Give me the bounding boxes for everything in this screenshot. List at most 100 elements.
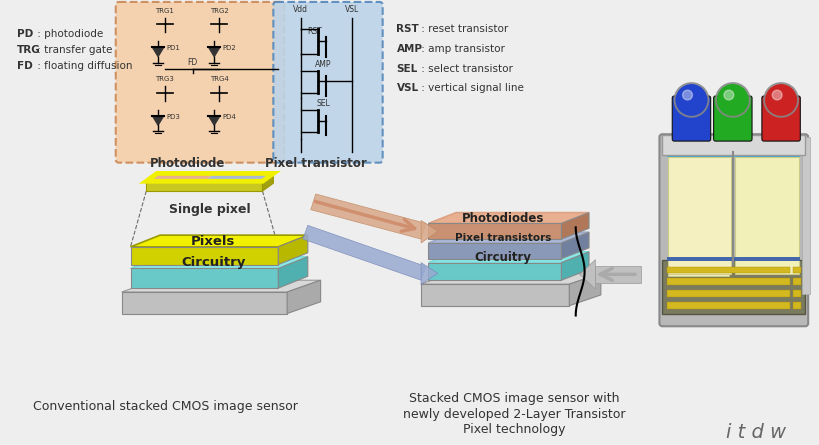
Polygon shape [204,174,273,181]
Text: PD4: PD4 [222,113,236,120]
Text: TRG4: TRG4 [210,77,229,82]
Polygon shape [208,116,219,125]
Polygon shape [310,194,426,239]
Text: Pixel transistor: Pixel transistor [265,157,366,170]
Text: AMP: AMP [396,44,422,54]
Circle shape [717,85,747,115]
Polygon shape [595,266,640,283]
Text: Circuitry: Circuitry [181,256,245,269]
Polygon shape [130,235,307,247]
Polygon shape [428,252,588,263]
Text: PD2: PD2 [222,45,236,51]
Bar [735,157,799,275]
Polygon shape [428,223,561,239]
Circle shape [715,83,749,117]
Text: Circuitry: Circuitry [474,251,531,264]
Text: : amp transistor: : amp transistor [418,44,505,54]
Polygon shape [568,273,600,306]
Bar [793,290,800,297]
Polygon shape [428,263,561,280]
Polygon shape [152,47,164,57]
Polygon shape [561,232,588,259]
FancyBboxPatch shape [658,134,808,326]
Text: TRG2: TRG2 [210,8,229,14]
Circle shape [681,90,691,100]
Polygon shape [428,232,588,243]
Polygon shape [208,47,219,57]
Text: Vdd: Vdd [293,5,308,14]
Circle shape [723,90,733,100]
Bar [667,157,731,275]
Text: Pixel transistors: Pixel transistors [455,233,550,243]
Bar [667,290,790,297]
Text: Photodiodes: Photodiodes [461,211,544,225]
Polygon shape [130,257,307,268]
Polygon shape [152,116,164,125]
Text: newly developed 2-Layer Transistor: newly developed 2-Layer Transistor [403,408,625,421]
Polygon shape [146,181,262,191]
Polygon shape [421,263,437,284]
Text: : photodiode: : photodiode [34,29,103,40]
Polygon shape [421,220,437,243]
Polygon shape [420,273,600,284]
Bar [793,278,800,285]
Polygon shape [428,213,588,223]
Text: RST: RST [307,27,322,36]
Text: Pixels: Pixels [191,235,235,247]
Text: TRG: TRG [17,45,41,55]
Text: TRG3: TRG3 [156,77,174,82]
Bar [667,278,790,285]
Text: : reset transistor: : reset transistor [418,24,508,35]
Text: FD: FD [188,58,197,67]
FancyBboxPatch shape [761,96,799,141]
FancyBboxPatch shape [115,2,284,162]
Polygon shape [561,252,588,280]
Bar [793,302,800,309]
Bar [667,257,799,261]
Circle shape [765,85,795,115]
FancyBboxPatch shape [672,96,710,141]
Text: Pixel technology: Pixel technology [463,423,565,436]
Bar [667,159,728,276]
Bar [662,135,804,155]
Bar [667,152,799,157]
Polygon shape [561,213,588,239]
Text: Photodiode: Photodiode [150,157,225,170]
Text: SEL: SEL [316,99,330,108]
Bar [667,302,790,309]
Polygon shape [121,280,320,292]
Polygon shape [287,280,320,314]
Text: Conventional stacked CMOS image sensor: Conventional stacked CMOS image sensor [33,400,297,413]
Text: VSL: VSL [345,5,359,14]
Bar [662,259,804,314]
Text: TRG1: TRG1 [156,8,174,14]
Text: FD: FD [17,61,33,71]
Text: RST: RST [396,24,419,35]
Text: PD3: PD3 [165,113,179,120]
Text: : select transistor: : select transistor [418,64,513,74]
Text: PD: PD [17,29,34,40]
Polygon shape [278,235,307,264]
Circle shape [763,83,798,117]
Text: Stacked CMOS image sensor with: Stacked CMOS image sensor with [409,392,619,405]
Polygon shape [302,225,426,280]
Polygon shape [428,243,561,259]
Polygon shape [420,284,568,306]
Polygon shape [130,247,278,264]
Text: : vertical signal line: : vertical signal line [418,83,523,93]
Text: Single pixel: Single pixel [169,203,251,216]
Text: SEL: SEL [396,64,417,74]
Text: : floating diffusion: : floating diffusion [34,61,133,71]
FancyBboxPatch shape [713,96,751,141]
Polygon shape [278,257,307,288]
Polygon shape [146,174,215,181]
Bar [793,267,800,273]
FancyBboxPatch shape [273,2,382,162]
Text: PD1: PD1 [165,45,179,51]
Circle shape [771,90,781,100]
Polygon shape [262,174,273,191]
Bar [667,267,790,273]
Text: : transfer gate: : transfer gate [34,45,112,55]
Text: VSL: VSL [396,83,418,93]
Bar [801,137,809,294]
